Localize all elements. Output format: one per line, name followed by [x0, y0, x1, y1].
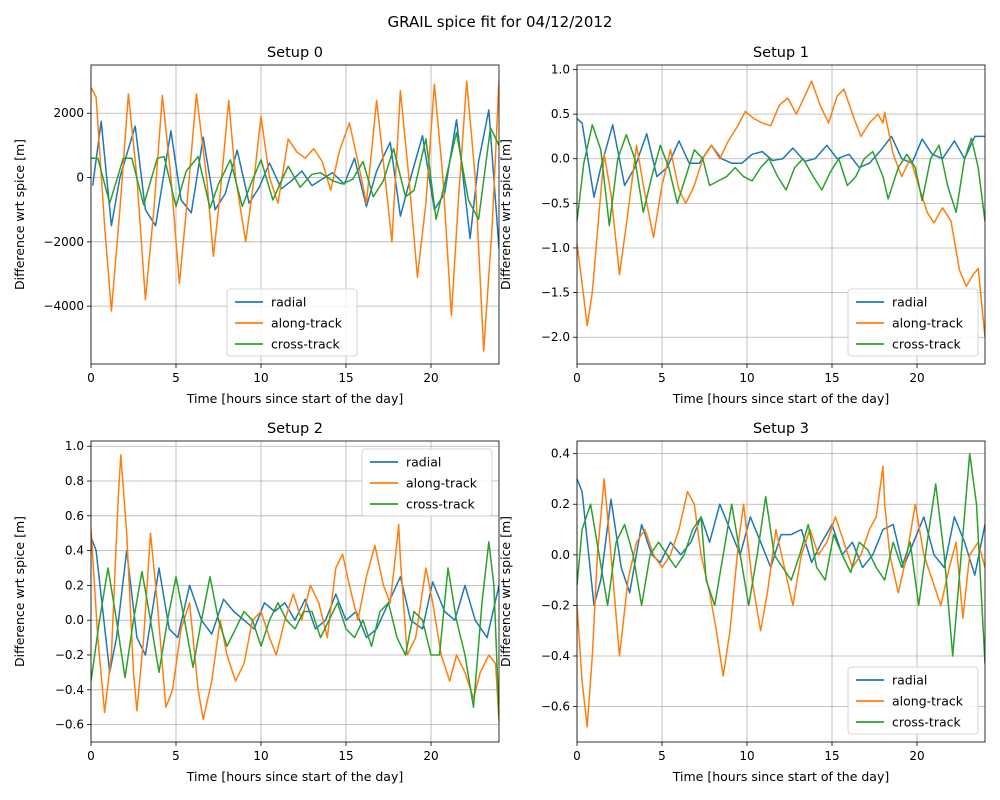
- series-line-cross-track: [577, 452, 985, 664]
- x-tick-label: 0: [573, 749, 581, 763]
- subplot-1: 0 5 10 15 20 1.0 0.5 0.0 −0.5 −1.0 −1.5 −2.0 Setup 1…: [498, 45, 986, 406]
- x-tick-label: 15: [824, 749, 839, 763]
- y-tick-label: −0.2: [541, 598, 570, 612]
- x-tick-label: 0: [87, 371, 95, 385]
- legend-box: [226, 288, 358, 357]
- series-line-along-track: [91, 80, 499, 352]
- axes-frame: [576, 440, 986, 743]
- x-axis-label: Time [hours since start of the day]: [672, 769, 889, 784]
- y-tick-label: 0.0: [551, 152, 570, 166]
- x-tick-label: 10: [253, 749, 268, 763]
- x-tick-label: 5: [172, 371, 180, 385]
- x-tick-label: 10: [253, 371, 268, 385]
- subplot-2: 0 5 10 15 20 1.0 0.8 0.6 0.4 0.2 0.0 −0.2 −0.4 −0.6 Se…: [12, 421, 500, 784]
- y-tick-label: 1.0: [551, 62, 570, 76]
- x-tick-label: 15: [338, 749, 353, 763]
- subplot-title: Setup 2: [267, 421, 323, 437]
- subplot-3: 0 5 10 15 20 0.4 0.2 0.0 −0.2 −0.4 −0.6 Setup 3 Time…: [498, 421, 986, 784]
- legend-label-radial: radial: [406, 455, 441, 470]
- y-tick-label: −1.0: [541, 241, 570, 255]
- series-line-radial: [91, 536, 499, 674]
- legend-label-radial: radial: [892, 295, 927, 310]
- y-axis-label: Difference wrt spice [m]: [498, 516, 513, 667]
- x-tick-label: 0: [87, 749, 95, 763]
- y-tick-label: −0.4: [55, 683, 84, 697]
- axes-frame: [576, 64, 986, 365]
- series-line-radial: [577, 118, 985, 198]
- y-tick-label: 0.0: [65, 613, 84, 627]
- x-axis-label: Time [hours since start of the day]: [672, 391, 889, 406]
- x-axis-label: Time [hours since start of the day]: [186, 769, 403, 784]
- x-tick-label: 20: [423, 749, 438, 763]
- subplot-title: Setup 0: [267, 45, 323, 61]
- y-tick-label: 0.8: [65, 474, 84, 488]
- legend-label-along-track: along-track: [271, 316, 343, 331]
- x-tick-label: 15: [824, 371, 839, 385]
- legend-label-along-track: along-track: [406, 476, 478, 491]
- y-tick-label: 0.0: [551, 548, 570, 562]
- y-axis-label: Difference wrt spice [m]: [12, 516, 27, 667]
- legend-label-radial: radial: [892, 673, 927, 688]
- series-line-cross-track: [577, 124, 985, 227]
- y-tick-label: 1.0: [65, 439, 84, 453]
- subplot-title: Setup 3: [753, 421, 809, 437]
- x-tick-label: 20: [423, 371, 438, 385]
- y-tick-label: −2.0: [541, 330, 570, 344]
- legend-label-cross-track: cross-track: [892, 337, 961, 352]
- y-tick-label: −0.2: [55, 648, 84, 662]
- series-line-along-track: [577, 465, 985, 728]
- x-tick-label: 5: [172, 749, 180, 763]
- legend-label-cross-track: cross-track: [892, 715, 961, 730]
- x-tick-label: 0: [573, 371, 581, 385]
- subplot-title: Setup 1: [753, 45, 809, 61]
- legend-label-cross-track: cross-track: [271, 337, 340, 352]
- legend-box: [847, 288, 979, 357]
- legend-label-radial: radial: [271, 295, 306, 310]
- legend-label-cross-track: cross-track: [406, 497, 475, 512]
- legend-box: [361, 448, 493, 517]
- y-tick-label: −4000: [43, 299, 84, 313]
- y-tick-label: −0.4: [541, 649, 570, 663]
- legend-label-along-track: along-track: [892, 694, 964, 709]
- y-tick-label: −2000: [43, 235, 84, 249]
- y-tick-label: 0.2: [551, 497, 570, 511]
- x-tick-label: 10: [739, 371, 754, 385]
- subplot-0: 0 5 10 15 20 2000 0 −2000 −4000 Setup 0 Time [hour…: [12, 45, 500, 406]
- axes-frame: [90, 64, 500, 365]
- x-tick-label: 10: [739, 749, 754, 763]
- series-line-radial: [91, 109, 499, 249]
- y-axis-label: Difference wrt spice [m]: [12, 139, 27, 290]
- y-tick-label: 0.4: [65, 544, 84, 558]
- series-line-cross-track: [91, 126, 499, 221]
- y-axis-label: Difference wrt spice [m]: [498, 139, 513, 290]
- y-tick-label: −0.6: [541, 700, 570, 714]
- series-line-along-track: [91, 454, 499, 722]
- y-tick-label: −0.5: [541, 196, 570, 210]
- legend-label-along-track: along-track: [892, 316, 964, 331]
- y-tick-label: −1.5: [541, 286, 570, 300]
- axes-frame: [90, 440, 500, 743]
- legend-box: [847, 666, 979, 735]
- y-tick-label: −0.6: [55, 718, 84, 732]
- x-tick-label: 5: [658, 749, 666, 763]
- y-tick-label: 0: [76, 171, 84, 185]
- x-axis-label: Time [hours since start of the day]: [186, 391, 403, 406]
- series-line-radial: [577, 478, 985, 607]
- series-line-cross-track: [91, 541, 499, 716]
- x-tick-label: 20: [909, 749, 924, 763]
- y-tick-label: 0.5: [551, 107, 570, 121]
- y-tick-label: 0.4: [551, 447, 570, 461]
- y-tick-label: 0.6: [65, 509, 84, 523]
- x-tick-label: 15: [338, 371, 353, 385]
- x-tick-label: 20: [909, 371, 924, 385]
- y-tick-label: 0.2: [65, 578, 84, 592]
- figure-suptitle: GRAIL spice fit for 04/12/2012: [388, 13, 613, 31]
- x-tick-label: 5: [658, 371, 666, 385]
- y-tick-label: 2000: [53, 106, 84, 120]
